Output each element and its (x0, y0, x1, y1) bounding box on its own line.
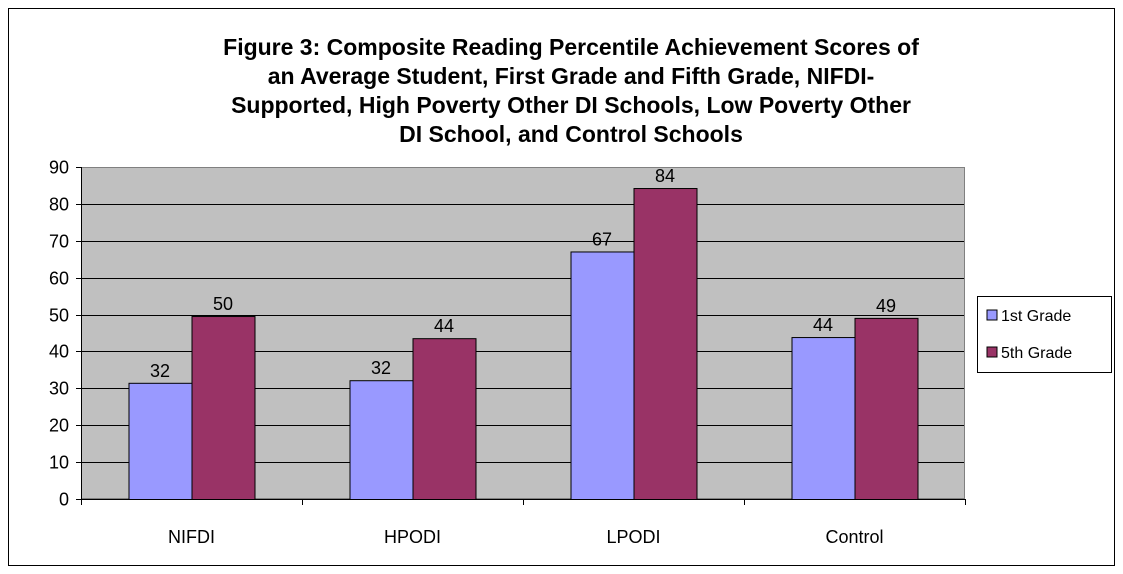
bar-1st-grade-hpodi (349, 380, 414, 500)
chart-title-line-1: Figure 3: Composite Reading Percentile A… (223, 34, 919, 60)
bar-5th-grade-lpodi (633, 188, 698, 500)
y-tick-label-60: 60 (49, 269, 69, 289)
x-tick-label-nifdi: NIFDI (168, 527, 215, 547)
y-tick-label-70: 70 (49, 232, 69, 252)
y-tick-label-20: 20 (49, 416, 69, 436)
data-label-5th-grade-hpodi: 44 (434, 316, 454, 336)
y-tick-label-40: 40 (49, 342, 69, 362)
bar-1st-grade-nifdi (128, 382, 193, 500)
legend: 1st Grade 5th Grade (977, 296, 1112, 373)
data-label-5th-grade-nifdi: 50 (213, 294, 233, 314)
data-label-1st-grade-lpodi: 67 (592, 229, 612, 249)
bar-5th-grade-control (854, 317, 919, 500)
data-label-1st-grade-control: 44 (813, 315, 833, 335)
bar-1st-grade-lpodi (570, 251, 635, 500)
x-tick-label-control: Control (825, 527, 883, 547)
data-label-5th-grade-control: 49 (876, 296, 896, 316)
bar-5th-grade-hpodi (412, 338, 477, 501)
chart-title: Figure 3: Composite Reading Percentile A… (223, 34, 919, 147)
y-tick-label-30: 30 (49, 379, 69, 399)
data-label-5th-grade-lpodi: 84 (655, 166, 675, 186)
legend-box (977, 296, 1112, 373)
legend-swatch-1st-grade (986, 309, 998, 321)
x-tick-label-hpodi: HPODI (384, 527, 441, 547)
y-tick-label-10: 10 (49, 453, 69, 473)
plot-area: 0 10 20 30 40 50 60 70 80 90 32 50 32 44 67 84 44 49 NIFDI… (49, 158, 966, 547)
data-label-1st-grade-nifdi: 32 (150, 361, 170, 381)
bar-1st-grade-control (791, 337, 856, 500)
y-tick-label-0: 0 (59, 490, 69, 510)
legend-label-5th-grade: 5th Grade (1001, 345, 1072, 362)
chart-title-line-4: DI School, and Control Schools (399, 121, 743, 147)
y-tick-label-80: 80 (49, 195, 69, 215)
y-tick-label-90: 90 (49, 158, 69, 178)
chart-title-line-3: Supported, High Poverty Other DI Schools… (231, 92, 911, 118)
x-tick-label-lpodi: LPODI (606, 527, 660, 547)
bar-5th-grade-nifdi (191, 316, 256, 500)
data-label-1st-grade-hpodi: 32 (371, 358, 391, 378)
y-tick-label-50: 50 (49, 306, 69, 326)
legend-swatch-5th-grade (986, 346, 998, 358)
legend-label-1st-grade: 1st Grade (1001, 308, 1071, 325)
chart-title-line-2: an Average Student, First Grade and Fift… (268, 63, 875, 89)
